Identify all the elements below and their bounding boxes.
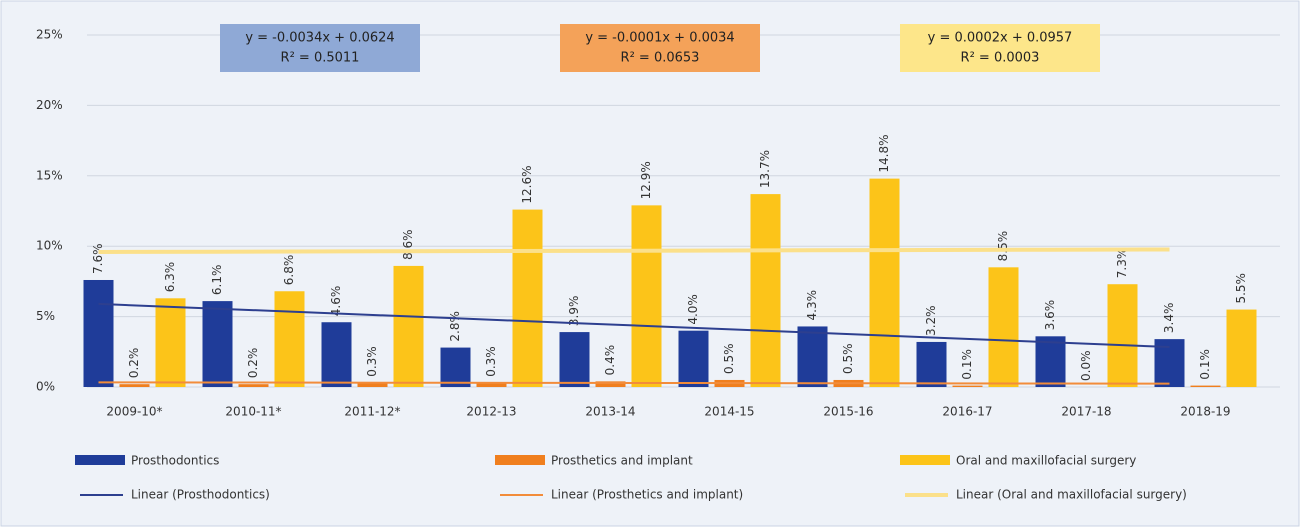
data-label: 0.2%	[246, 348, 260, 379]
annotation-box	[900, 24, 1100, 72]
bar	[238, 384, 269, 387]
data-label: 3.2%	[924, 305, 938, 336]
data-label: 7.3%	[1115, 248, 1129, 279]
data-label: 0.3%	[365, 346, 379, 377]
bar	[119, 384, 150, 387]
trendline	[98, 302, 1170, 349]
bar	[393, 265, 424, 387]
data-label: 0.3%	[484, 346, 498, 377]
data-label: 6.8%	[282, 255, 296, 286]
annotation-text: R² = 0.0653	[621, 51, 700, 66]
x-tick-label: 2014-15	[704, 405, 754, 419]
bar	[750, 194, 781, 387]
legend-label: Linear (Oral and maxillofacial surgery)	[956, 488, 1187, 502]
x-tick-label: 2009-10*	[106, 405, 162, 419]
x-tick-label: 2017-18	[1061, 405, 1111, 419]
x-tick-label: 2013-14	[585, 405, 635, 419]
data-label: 6.3%	[163, 262, 177, 293]
x-tick-label: 2010-11*	[225, 405, 281, 419]
data-label: 8.6%	[401, 229, 415, 260]
y-tick-label: 10%	[36, 239, 63, 253]
data-label: 14.8%	[877, 134, 891, 172]
bar	[202, 301, 233, 387]
legend-label: Linear (Prosthodontics)	[131, 488, 270, 502]
trendline	[98, 247, 1170, 254]
annotation-text: R² = 0.0003	[961, 51, 1040, 66]
bar	[83, 279, 114, 387]
legend-label: Prosthetics and implant	[551, 454, 693, 468]
data-label: 0.1%	[960, 349, 974, 380]
y-tick-label: 5%	[36, 309, 55, 323]
legend-label: Linear (Prosthetics and implant)	[551, 488, 743, 502]
data-label: 13.7%	[758, 150, 772, 188]
bar	[1190, 385, 1221, 387]
bar	[155, 298, 186, 387]
bar	[440, 347, 471, 387]
bar	[274, 291, 305, 387]
bar	[1226, 309, 1257, 387]
legend-swatch	[75, 455, 125, 465]
data-label: 4.3%	[805, 290, 819, 321]
annotation-text: y = -0.0001x + 0.0034	[585, 31, 734, 46]
trendline	[98, 381, 1170, 385]
bar	[1035, 336, 1066, 387]
data-label: 0.5%	[841, 343, 855, 374]
x-tick-label: 2016-17	[942, 405, 992, 419]
bar	[916, 341, 947, 387]
x-tick-label: 2018-19	[1180, 405, 1230, 419]
data-label: 0.0%	[1079, 351, 1093, 382]
bar	[1107, 284, 1138, 387]
bar	[631, 205, 662, 387]
x-tick-label: 2015-16	[823, 405, 873, 419]
y-tick-label: 20%	[36, 98, 63, 112]
data-label: 3.9%	[567, 296, 581, 327]
data-label: 12.6%	[520, 165, 534, 203]
x-tick-label: 2011-12*	[344, 405, 400, 419]
bar	[512, 209, 543, 387]
x-tick-label: 2012-13	[466, 405, 516, 419]
annotation-box	[220, 24, 420, 72]
legend-label: Oral and maxillofacial surgery	[956, 454, 1136, 468]
data-label: 7.6%	[91, 243, 105, 274]
bar	[321, 322, 352, 387]
data-label: 2.8%	[448, 311, 462, 342]
bar	[797, 326, 828, 387]
bar	[952, 385, 983, 387]
data-label: 0.1%	[1198, 349, 1212, 380]
data-label: 0.5%	[722, 343, 736, 374]
annotation-text: y = -0.0034x + 0.0624	[245, 31, 394, 46]
data-label: 4.6%	[329, 286, 343, 317]
annotation-box	[560, 24, 760, 72]
bar	[476, 382, 507, 387]
bar	[357, 382, 388, 387]
bar	[595, 381, 626, 387]
y-tick-label: 25%	[36, 28, 63, 42]
y-tick-label: 15%	[36, 168, 63, 182]
data-label: 5.5%	[1234, 273, 1248, 304]
data-label: 4.0%	[686, 294, 700, 325]
data-label: 8.5%	[996, 231, 1010, 262]
annotation-text: R² = 0.5011	[281, 51, 360, 66]
legend-swatch	[900, 455, 950, 465]
legend-swatch	[495, 455, 545, 465]
data-label: 3.6%	[1043, 300, 1057, 331]
data-label: 0.2%	[127, 348, 141, 379]
data-label: 0.4%	[603, 345, 617, 376]
bar	[869, 178, 900, 387]
bar	[988, 267, 1019, 387]
bar	[559, 332, 590, 387]
y-tick-label: 0%	[36, 380, 55, 394]
legend-label: Prosthodontics	[131, 454, 219, 468]
data-label: 3.4%	[1162, 303, 1176, 334]
bar	[678, 330, 709, 387]
data-label: 6.1%	[210, 265, 224, 296]
annotation-text: y = 0.0002x + 0.0957	[928, 31, 1073, 46]
data-label: 12.9%	[639, 161, 653, 199]
